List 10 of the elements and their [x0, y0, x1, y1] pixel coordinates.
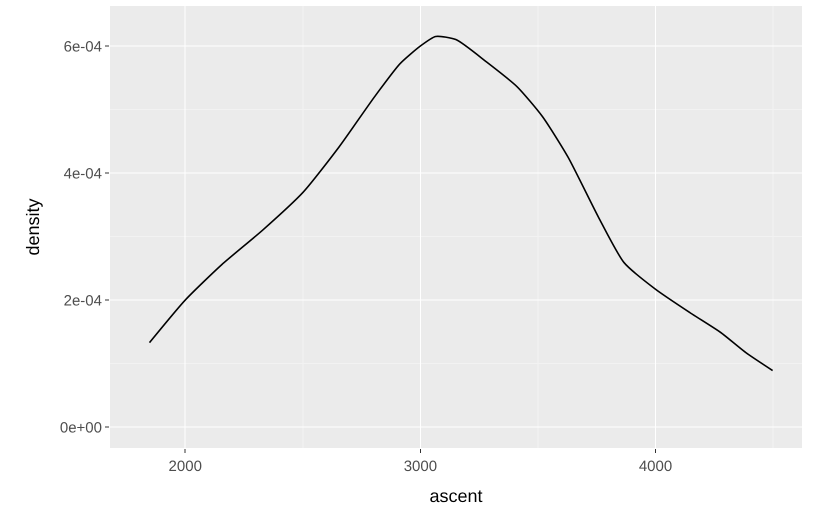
y-tick-label: 4e-04: [64, 165, 102, 182]
x-tick-label: 3000: [404, 458, 438, 475]
y-tick-label: 2e-04: [64, 292, 102, 310]
y-tick-label: 0e+00: [60, 419, 102, 436]
y-axis-title: density: [23, 198, 44, 256]
x-tick-label: 4000: [638, 458, 672, 475]
x-tick-label: 2000: [168, 458, 202, 475]
x-axis-title: ascent: [429, 486, 483, 506]
line-series: [148, 36, 774, 372]
y-tick-label: 6e-04: [64, 38, 102, 56]
